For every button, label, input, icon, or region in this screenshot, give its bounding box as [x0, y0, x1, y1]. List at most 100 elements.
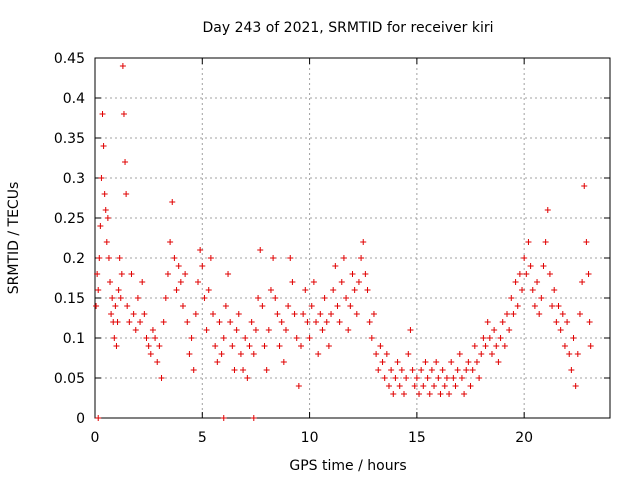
data-point	[105, 255, 112, 261]
data-point	[111, 335, 118, 341]
data-point	[510, 311, 517, 317]
data-point	[553, 319, 560, 325]
y-axis-label: SRMTID / TECUs	[6, 182, 22, 295]
data-point	[287, 255, 294, 261]
data-point	[422, 359, 429, 365]
data-point	[113, 343, 120, 349]
data-point	[167, 239, 174, 245]
data-point	[332, 263, 339, 269]
data-point	[195, 279, 201, 285]
data-point	[147, 351, 154, 357]
data-point	[491, 327, 498, 333]
grid-lines	[95, 58, 610, 418]
data-point	[409, 367, 416, 373]
data-point	[428, 367, 435, 373]
data-point	[323, 319, 330, 325]
data-point	[411, 383, 418, 389]
data-point	[173, 287, 180, 293]
data-point	[416, 391, 423, 397]
data-point	[137, 319, 144, 325]
data-point	[184, 319, 191, 325]
data-point	[298, 343, 304, 349]
data-point	[340, 255, 347, 261]
data-point	[240, 367, 247, 373]
data-point	[431, 383, 438, 389]
data-point	[501, 343, 508, 349]
data-point	[179, 303, 186, 309]
data-point	[521, 255, 528, 261]
data-point	[156, 343, 163, 349]
data-point	[227, 319, 234, 325]
y-axis-ticks: 0 0.05 0.1 0.15 0.2 0.25 0.3 0.35 0.4 0.45	[54, 51, 610, 427]
data-point	[450, 375, 457, 381]
data-point	[388, 367, 395, 373]
data-point	[418, 367, 425, 373]
data-point	[396, 383, 403, 389]
data-point	[304, 319, 311, 325]
data-point	[420, 383, 427, 389]
data-point	[276, 343, 283, 349]
data-point	[583, 239, 590, 245]
data-point	[192, 311, 199, 317]
data-point	[197, 247, 204, 253]
data-point	[407, 327, 414, 333]
data-point	[210, 311, 217, 317]
y-tick-label: 0.45	[54, 51, 85, 67]
data-point	[103, 239, 110, 245]
data-point	[120, 111, 127, 117]
data-point	[274, 311, 281, 317]
data-point	[426, 391, 433, 397]
x-tick-label: 5	[198, 430, 207, 446]
data-point	[568, 367, 575, 373]
data-point	[536, 311, 543, 317]
data-point	[482, 343, 489, 349]
data-point	[463, 367, 470, 373]
data-point	[461, 391, 468, 397]
data-point	[527, 263, 534, 269]
data-point	[525, 239, 532, 245]
data-point	[199, 263, 206, 269]
data-point	[570, 335, 577, 341]
data-point	[237, 351, 244, 357]
data-point	[99, 111, 106, 117]
data-point	[310, 279, 317, 285]
data-point	[413, 375, 420, 381]
data-point	[104, 215, 111, 221]
data-point	[267, 287, 274, 293]
data-point	[471, 343, 478, 349]
data-point	[96, 255, 103, 261]
data-point	[353, 311, 360, 317]
data-point	[175, 263, 182, 269]
data-point	[581, 183, 588, 189]
data-point	[154, 359, 161, 365]
data-point	[531, 303, 538, 309]
data-point	[218, 351, 225, 357]
data-point	[452, 383, 459, 389]
data-point	[330, 287, 337, 293]
data-point	[171, 255, 178, 261]
data-point	[126, 319, 133, 325]
data-point	[358, 255, 365, 261]
data-point	[278, 319, 285, 325]
data-point	[336, 319, 343, 325]
data-point	[164, 271, 171, 277]
data-point	[124, 303, 131, 309]
data-point	[107, 279, 114, 285]
data-point	[538, 295, 545, 301]
data-point	[134, 295, 141, 301]
data-point	[454, 367, 461, 373]
data-point	[557, 327, 564, 333]
data-point	[586, 319, 593, 325]
data-point	[289, 279, 296, 285]
data-point	[308, 303, 315, 309]
y-tick-label: 0.25	[54, 211, 85, 227]
data-point	[291, 311, 298, 317]
data-point	[201, 295, 208, 301]
data-point	[229, 343, 236, 349]
data-point	[252, 327, 259, 333]
data-point	[499, 319, 506, 325]
data-point	[263, 367, 270, 373]
data-point	[394, 359, 401, 365]
data-point	[220, 415, 227, 421]
data-point	[347, 303, 354, 309]
